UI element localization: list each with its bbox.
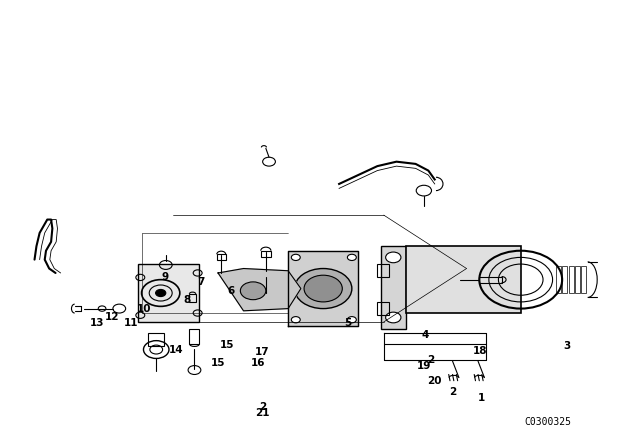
- Bar: [217, 254, 226, 260]
- Text: 4: 4: [421, 330, 429, 340]
- Bar: [568, 266, 573, 293]
- Text: 21: 21: [255, 408, 269, 418]
- Text: 7: 7: [198, 277, 205, 287]
- Circle shape: [304, 275, 342, 302]
- Circle shape: [294, 268, 352, 309]
- Bar: [138, 264, 199, 322]
- Text: 20: 20: [427, 376, 442, 386]
- Circle shape: [386, 312, 401, 323]
- Circle shape: [291, 317, 300, 323]
- Polygon shape: [288, 251, 358, 327]
- Bar: [562, 266, 567, 293]
- Text: 2: 2: [449, 387, 456, 397]
- Bar: [378, 264, 389, 277]
- Circle shape: [386, 252, 401, 263]
- Text: 2: 2: [259, 401, 266, 412]
- Circle shape: [156, 289, 166, 297]
- Bar: [581, 266, 586, 293]
- Bar: [556, 266, 561, 293]
- Bar: [575, 266, 580, 293]
- Bar: [381, 246, 406, 329]
- Bar: [260, 251, 271, 258]
- Text: 6: 6: [228, 286, 235, 296]
- Text: 3: 3: [563, 341, 571, 351]
- Circle shape: [348, 317, 356, 323]
- Bar: [406, 246, 521, 313]
- Text: 17: 17: [255, 347, 269, 357]
- Bar: [189, 329, 199, 344]
- Bar: [378, 302, 389, 315]
- Text: 5: 5: [344, 318, 351, 328]
- Text: 13: 13: [90, 318, 104, 328]
- Circle shape: [241, 282, 266, 300]
- Circle shape: [291, 254, 300, 260]
- Text: 1: 1: [477, 392, 484, 403]
- Circle shape: [348, 254, 356, 260]
- Text: 18: 18: [473, 346, 488, 356]
- Text: 11: 11: [124, 318, 138, 328]
- Text: 12: 12: [104, 312, 119, 322]
- Bar: [189, 294, 196, 302]
- Bar: [479, 276, 502, 283]
- Text: C0300325: C0300325: [525, 417, 572, 426]
- Text: 2: 2: [427, 355, 435, 365]
- Text: 16: 16: [251, 358, 266, 368]
- Polygon shape: [218, 268, 301, 311]
- Text: 15: 15: [211, 358, 225, 368]
- Bar: [261, 276, 270, 282]
- Text: 14: 14: [168, 345, 183, 354]
- Text: 8: 8: [184, 295, 191, 305]
- Bar: [148, 333, 164, 346]
- Text: 15: 15: [220, 340, 234, 350]
- Text: 19: 19: [417, 362, 431, 371]
- Text: 9: 9: [162, 271, 169, 281]
- Text: 10: 10: [136, 305, 151, 314]
